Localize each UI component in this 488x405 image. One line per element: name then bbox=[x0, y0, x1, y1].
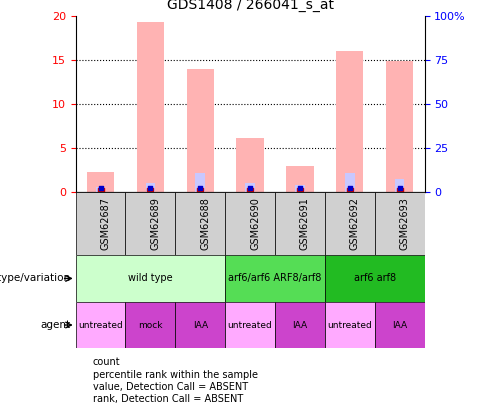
Point bbox=[246, 184, 254, 191]
Bar bbox=[295, 185, 305, 192]
Bar bbox=[96, 187, 105, 192]
Bar bbox=[137, 22, 164, 192]
Text: GSM62689: GSM62689 bbox=[150, 197, 161, 250]
Point bbox=[146, 184, 154, 191]
Bar bbox=[175, 302, 225, 348]
Bar bbox=[76, 255, 225, 302]
Point bbox=[146, 188, 154, 194]
Text: value, Detection Call = ABSENT: value, Detection Call = ABSENT bbox=[93, 382, 248, 392]
Bar bbox=[375, 192, 425, 255]
Bar bbox=[345, 173, 355, 192]
Bar bbox=[175, 192, 225, 255]
Point bbox=[296, 184, 304, 191]
Title: GDS1408 / 266041_s_at: GDS1408 / 266041_s_at bbox=[166, 0, 334, 13]
Bar bbox=[76, 192, 125, 255]
Bar bbox=[386, 61, 413, 192]
Text: untreated: untreated bbox=[327, 320, 372, 330]
Bar bbox=[245, 183, 255, 192]
Point bbox=[346, 188, 354, 194]
Text: IAA: IAA bbox=[392, 320, 407, 330]
Text: wild type: wild type bbox=[128, 273, 173, 283]
Point bbox=[346, 184, 354, 191]
Point bbox=[196, 188, 204, 194]
Bar bbox=[236, 138, 264, 192]
Text: GSM62691: GSM62691 bbox=[300, 197, 310, 250]
Text: arf6 arf8: arf6 arf8 bbox=[354, 273, 396, 283]
Bar bbox=[275, 192, 325, 255]
Bar bbox=[325, 255, 425, 302]
Point bbox=[97, 188, 104, 194]
Text: count: count bbox=[93, 358, 121, 367]
Text: untreated: untreated bbox=[228, 320, 272, 330]
Text: GSM62693: GSM62693 bbox=[400, 197, 409, 250]
Point bbox=[97, 184, 104, 191]
Bar bbox=[225, 255, 325, 302]
Text: GSM62690: GSM62690 bbox=[250, 197, 260, 250]
Bar bbox=[275, 302, 325, 348]
Bar bbox=[325, 192, 375, 255]
Text: arf6/arf6 ARF8/arf8: arf6/arf6 ARF8/arf8 bbox=[228, 273, 322, 283]
Bar bbox=[375, 302, 425, 348]
Point bbox=[246, 188, 254, 194]
Text: untreated: untreated bbox=[78, 320, 123, 330]
Point bbox=[196, 184, 204, 191]
Text: mock: mock bbox=[138, 320, 163, 330]
Bar bbox=[87, 172, 114, 192]
Text: GSM62687: GSM62687 bbox=[101, 197, 111, 250]
Bar bbox=[225, 192, 275, 255]
Bar bbox=[336, 51, 364, 192]
Bar bbox=[286, 166, 314, 192]
Bar bbox=[186, 69, 214, 192]
Text: percentile rank within the sample: percentile rank within the sample bbox=[93, 370, 258, 379]
Point bbox=[296, 188, 304, 194]
Text: IAA: IAA bbox=[193, 320, 208, 330]
Point bbox=[396, 184, 404, 191]
Bar bbox=[395, 179, 405, 192]
Point bbox=[396, 188, 404, 194]
Bar bbox=[125, 302, 175, 348]
Bar bbox=[76, 302, 125, 348]
Bar bbox=[325, 302, 375, 348]
Text: genotype/variation: genotype/variation bbox=[0, 273, 71, 283]
Bar bbox=[196, 173, 205, 192]
Bar bbox=[125, 192, 175, 255]
Text: IAA: IAA bbox=[292, 320, 307, 330]
Text: GSM62688: GSM62688 bbox=[200, 197, 210, 250]
Bar bbox=[225, 302, 275, 348]
Text: agent: agent bbox=[41, 320, 71, 330]
Bar bbox=[145, 183, 155, 192]
Text: GSM62692: GSM62692 bbox=[350, 197, 360, 250]
Text: rank, Detection Call = ABSENT: rank, Detection Call = ABSENT bbox=[93, 394, 243, 404]
